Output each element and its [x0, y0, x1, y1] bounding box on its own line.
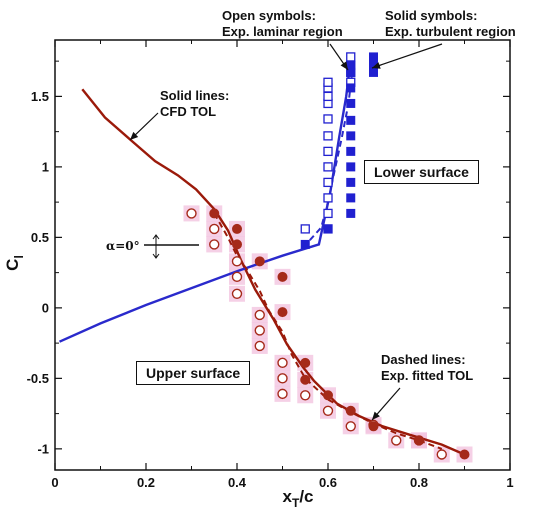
upper-turbulent-point	[209, 208, 220, 219]
upper-laminar-point	[277, 373, 288, 384]
upper-laminar-point	[300, 390, 311, 401]
y-tick-label: 1	[42, 159, 49, 174]
x-tick-label: 0.4	[228, 475, 247, 490]
alpha-updown-arrow	[152, 234, 160, 259]
lower-turbulent-point	[346, 115, 356, 125]
upper-laminar-point	[277, 357, 288, 369]
lower-turbulent-point	[346, 60, 356, 70]
y-tick-label: 0	[42, 300, 49, 315]
upper-turbulent-point	[300, 357, 311, 368]
upper-turbulent-point	[414, 435, 424, 446]
upper-turbulent-point	[232, 223, 242, 234]
open-symbols-title: Open symbols:	[222, 8, 316, 23]
upper-turbulent-point	[277, 307, 288, 318]
x-tick-label: 1	[506, 475, 513, 490]
upper-laminar-point	[209, 239, 220, 250]
dashed-lines-desc: Exp. fitted TOL	[381, 368, 474, 383]
upper-turbulent-point	[232, 239, 242, 250]
upper-turbulent-point	[323, 390, 333, 401]
x-tick-label: 0.8	[410, 475, 428, 490]
lower-laminar-point	[323, 131, 333, 141]
y-axis-label: Cl	[3, 255, 26, 271]
pointer-line	[371, 43, 443, 69]
upper-laminar-point	[436, 449, 447, 460]
solid-lines-note: Solid lines: CFD TOL	[160, 88, 229, 120]
x-tick-label: 0.6	[319, 475, 337, 490]
y-tick-label: 0.5	[31, 230, 49, 245]
upper-laminar-point	[345, 421, 356, 432]
upper-turbulent-point	[254, 256, 265, 267]
upper-turbulent-point	[459, 449, 470, 460]
lower-turbulent-point	[323, 224, 333, 234]
upper-laminar-point	[231, 288, 243, 299]
pointer-head	[130, 131, 139, 140]
solid-symbols-desc: Exp. turbulent region	[385, 24, 516, 39]
lower-laminar-point	[323, 162, 333, 172]
upper-surface-label: Upper surface	[136, 361, 251, 385]
upper-laminar-point	[277, 388, 288, 400]
y-tick-label: -0.5	[27, 371, 49, 386]
lower-turbulent-point	[346, 98, 356, 108]
upper-laminar-point	[254, 325, 265, 336]
lower-laminar-point	[323, 77, 333, 87]
lower-turbulent-point	[346, 131, 356, 141]
y-tick-label: 1.5	[31, 89, 49, 104]
x-axis-label: xT/c	[283, 487, 314, 510]
upper-laminar-point	[391, 435, 402, 446]
upper-turbulent-point	[345, 405, 356, 416]
lower-laminar-point	[323, 146, 333, 157]
pointer-head	[372, 411, 380, 420]
upper-laminar-point	[254, 340, 265, 352]
dashed-lines-title: Dashed lines:	[381, 352, 466, 367]
upper-laminar-point	[231, 256, 243, 267]
x-tick-label: 0	[51, 475, 58, 490]
lower-laminar-point	[300, 224, 310, 234]
upper-laminar-point	[209, 223, 220, 235]
upper-laminar-point	[231, 271, 243, 283]
lower-surface-label: Lower surface	[364, 160, 479, 184]
upper-laminar-point	[254, 309, 265, 321]
lower-laminar-point	[323, 91, 333, 102]
lower-turbulent-point	[346, 83, 356, 93]
lower-turbulent-point	[300, 239, 310, 249]
annotation-arrows	[129, 43, 443, 421]
lower-turbulent-point	[369, 52, 378, 62]
lower-turbulent-point	[346, 177, 356, 187]
dashed-lines-note: Dashed lines: Exp. fitted TOL	[381, 352, 473, 384]
open-symbols-note: Open symbols: Exp. laminar region	[222, 8, 343, 40]
lower-laminar-point	[323, 114, 333, 124]
x-tick-label: 0.2	[137, 475, 155, 490]
lower-laminar-point	[323, 177, 333, 188]
lower-turbulent-point	[346, 146, 356, 156]
lower-turbulent-point	[346, 208, 356, 218]
lower-turbulent-point	[346, 193, 356, 203]
upper-turbulent-point	[368, 421, 379, 432]
pointer-head	[340, 61, 348, 70]
solid-symbols-note: Solid symbols: Exp. turbulent region	[385, 8, 516, 40]
cfd-tol-line	[81, 88, 465, 456]
upper-turbulent-point	[277, 271, 288, 282]
lower-turbulent-point	[346, 162, 356, 172]
y-tick-label: -1	[37, 441, 49, 456]
solid-lines-desc: CFD TOL	[160, 104, 217, 119]
upper-laminar-point	[186, 208, 197, 219]
cfd-tol-line	[59, 58, 352, 343]
lower-laminar-point	[323, 193, 333, 203]
pointer-head	[372, 62, 381, 69]
solid-lines-title: Solid lines:	[160, 88, 230, 103]
open-symbols-desc: Exp. laminar region	[222, 24, 343, 39]
upper-laminar-point	[322, 405, 334, 416]
upper-turbulent-point	[300, 374, 311, 385]
solid-symbols-title: Solid symbols:	[385, 8, 478, 23]
lower-laminar-point	[346, 52, 356, 62]
alpha-label: α=0°	[106, 239, 140, 253]
lower-laminar-point	[323, 208, 333, 219]
